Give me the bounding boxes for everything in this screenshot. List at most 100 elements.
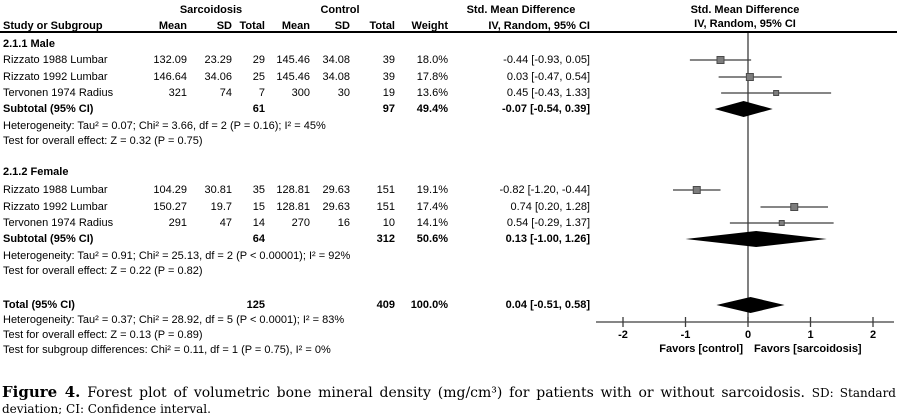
subtotal-row: Subtotal (95% CI) 61 97 49.4% -0.07 [-0.54, … (0, 102, 900, 116)
cell-ci: 0.03 [-0.47, 0.54] (506, 71, 590, 83)
cell-mean1: 291 (168, 217, 187, 229)
cell-n1: 125 (246, 299, 265, 311)
study-row: Tervonen 1974 Radius 321 74 7 300 30 19 13.6% 0.… (0, 86, 900, 100)
tick-label: 1 (807, 329, 813, 341)
cell-sd1: 23.29 (204, 54, 232, 66)
cell-weight: Weight (411, 20, 448, 32)
subtotal-row: Subtotal (95% CI) 64 312 50.6% 0.13 [-1.00, … (0, 232, 900, 246)
cell-weight: 19.1% (416, 184, 448, 196)
cell-n1: 7 (258, 87, 265, 99)
cell-n1: 25 (252, 71, 265, 83)
study-row: Rizzato 1988 Lumbar 132.09 23.29 29 145.46 34… (0, 53, 900, 67)
cell-mean2: 145.46 (276, 54, 310, 66)
cell-sd2: 29.63 (322, 184, 350, 196)
effect-square (790, 203, 799, 211)
cell-sd2: SD (334, 20, 350, 32)
cell-mean2: 128.81 (276, 201, 310, 213)
cell-n2: 151 (376, 184, 395, 196)
cell-mean1: 150.27 (153, 201, 187, 213)
cell-sd1: 34.06 (204, 71, 232, 83)
cell-mean1: Mean (158, 20, 187, 32)
cell-n2: 39 (382, 54, 395, 66)
cell-mean2: 300 (291, 87, 310, 99)
cell-mean2: 270 (291, 217, 310, 229)
cell-sd1: SD (216, 20, 232, 32)
cell-study: Test for overall effect: Z = 0.13 (P = 0… (3, 329, 203, 341)
cell-sd2: 34.08 (322, 54, 350, 66)
cell-mean1: 321 (168, 87, 187, 99)
cell-weight: 100.0% (410, 299, 448, 311)
cell-weight: 17.8% (416, 71, 448, 83)
cell-mean1: 146.64 (153, 71, 187, 83)
cell-ci: -0.82 [-1.20, -0.44] (499, 184, 591, 196)
cell-sd1: 47 (219, 217, 232, 229)
cell-weight: 49.4% (416, 103, 448, 115)
caption-abbreviations: SD: Standard deviation; CI: Confidence i… (2, 386, 896, 414)
study-row: Rizzato 1988 Lumbar 104.29 30.81 35 128.81 29… (0, 183, 900, 197)
cell-study: Test for overall effect: Z = 0.32 (P = 0… (3, 135, 203, 147)
cell-study: 2.1.2 Female (3, 166, 69, 178)
cell-n2: 97 (382, 103, 395, 115)
header-rule (0, 31, 897, 33)
heterogeneity-row: Heterogeneity: Tau² = 0.07; Chi² = 3.66,… (0, 119, 900, 133)
tick-label: -1 (681, 329, 691, 341)
cell-weight: 14.1% (416, 217, 448, 229)
cell-n1: 15 (252, 201, 265, 213)
tick-label: -2 (618, 329, 628, 341)
cell-n2: 39 (382, 71, 395, 83)
study-row: Tervonen 1974 Radius 291 47 14 270 16 10 14.1% 0… (0, 216, 900, 230)
cell-n2: 409 (376, 299, 395, 311)
cell-n1: 61 (252, 103, 265, 115)
cell-sd2: 34.08 (322, 71, 350, 83)
cell-study: Tervonen 1974 Radius (3, 87, 114, 99)
cell-study: Total (95% CI) (3, 299, 75, 311)
cell-ci: 0.54 [-0.29, 1.37] (506, 217, 590, 229)
summary-diamond (685, 231, 827, 247)
cell-weight: 13.6% (416, 87, 448, 99)
cell-study: Rizzato 1992 Lumbar (3, 71, 108, 83)
plot-title: Std. Mean Difference (690, 4, 800, 16)
study-row: Rizzato 1992 Lumbar 150.27 19.7 15 128.81 29.… (0, 200, 900, 214)
effect-square (773, 90, 780, 96)
effect-square (778, 220, 785, 226)
cell-study: Subtotal (95% CI) (3, 233, 94, 245)
cell-n1: 64 (252, 233, 265, 245)
cell-mean2: 128.81 (276, 184, 310, 196)
summary-diamond (714, 101, 773, 117)
overall-effect-row: Test for overall effect: Z = 0.32 (P = 0… (0, 134, 900, 148)
cell-ci: -0.44 [-0.93, 0.05] (503, 54, 590, 66)
cell-study: Rizzato 1992 Lumbar (3, 201, 108, 213)
subgroup-title-row: 2.1.2 Female (0, 165, 900, 179)
cell-n2: 10 (382, 217, 395, 229)
total-row: Total (95% CI) 125 409 100.0% 0.04 [-0.51, 0… (0, 298, 900, 312)
cell-ci: 0.04 [-0.51, 0.58] (505, 299, 590, 311)
total-overall-effect-row: Test for overall effect: Z = 0.13 (P = 0… (0, 328, 900, 342)
tick-label: 2 (870, 329, 876, 341)
heterogeneity-row: Heterogeneity: Tau² = 0.91; Chi² = 25.13… (0, 249, 900, 263)
cell-n2: 312 (376, 233, 395, 245)
cell-ci: IV, Random, 95% CI (488, 20, 590, 32)
smd-column-header: Std. Mean Difference (466, 4, 576, 16)
cell-ci: 0.74 [0.20, 1.28] (510, 201, 590, 213)
favors-right-label: Favors [sarcoidosis] (754, 343, 862, 355)
cell-study: Study or Subgroup (3, 20, 103, 32)
cell-study: Subtotal (95% CI) (3, 103, 94, 115)
cell-ci: -0.07 [-0.54, 0.39] (501, 103, 590, 115)
cell-study: Heterogeneity: Tau² = 0.07; Chi² = 3.66,… (3, 120, 326, 132)
cell-n1: 14 (252, 217, 265, 229)
group-header-sarcoidosis: Sarcoidosis (179, 4, 243, 16)
cell-study: Test for overall effect: Z = 0.22 (P = 0… (3, 265, 203, 277)
group-header-control: Control (320, 4, 360, 16)
figure-caption: Figure 4. Forest plot of volumetric bone… (2, 384, 896, 414)
effect-square (692, 186, 701, 194)
cell-study: Test for subgroup differences: Chi² = 0.… (3, 344, 331, 356)
cell-sd2: 30 (337, 87, 350, 99)
plot-subtitle: IV, Random, 95% CI (694, 18, 796, 30)
cell-sd2: 29.63 (322, 201, 350, 213)
cell-n2: 151 (376, 201, 395, 213)
cell-weight: 50.6% (416, 233, 448, 245)
cell-weight: 17.4% (416, 201, 448, 213)
cell-sd1: 19.7 (210, 201, 232, 213)
